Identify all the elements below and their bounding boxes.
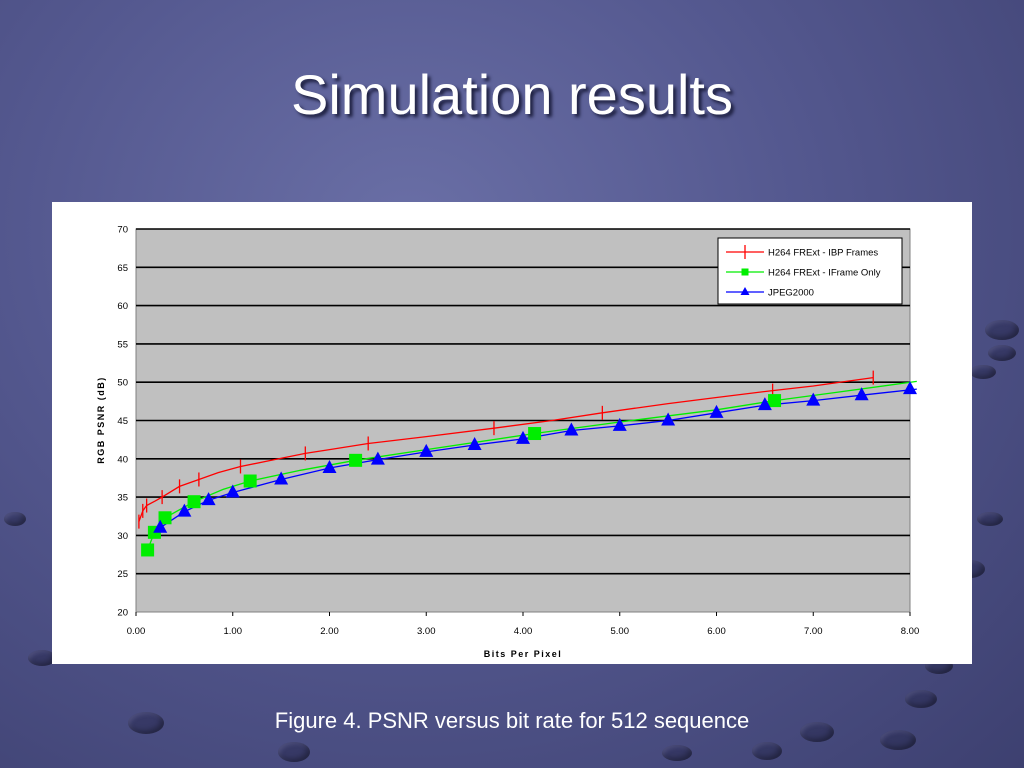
decor-bubble — [800, 722, 834, 742]
slide-title: Simulation results — [291, 63, 733, 126]
figure-caption: Figure 4. PSNR versus bit rate for 512 s… — [274, 708, 750, 733]
x-axis-title: Bits Per Pixel — [484, 649, 563, 659]
data-point-1 — [528, 427, 542, 441]
y-tick-label: 65 — [117, 263, 128, 274]
chart-legend: H264 FRExt - IBP Frames H264 FRExt - IFra… — [717, 237, 903, 305]
data-point-1 — [141, 543, 155, 557]
y-tick-label: 20 — [117, 608, 128, 619]
decor-bubble — [752, 742, 782, 760]
y-tick-label: 55 — [117, 339, 128, 350]
legend-marker — [740, 287, 750, 295]
data-point-1 — [187, 495, 201, 509]
legend-label: JPEG2000 — [768, 288, 814, 299]
decor-bubble — [880, 730, 916, 750]
y-tick-label: 35 — [117, 493, 128, 504]
data-point-2 — [274, 471, 289, 485]
data-point-2 — [177, 503, 192, 517]
data-point-1 — [243, 474, 257, 488]
x-tick-label: 4.00 — [514, 626, 533, 637]
legend-marker — [741, 268, 749, 276]
data-point-1 — [349, 453, 363, 467]
decor-bubble — [278, 742, 310, 762]
chart-panel: 20 25 30 35 40 45 50 55 60 65 70 0.00 1.00 2.00 3.00 4… — [52, 202, 972, 664]
legend-label: H264 FRExt - IBP Frames — [768, 248, 878, 259]
x-tick-label: 6.00 — [707, 626, 726, 637]
y-axis-title: RGB PSNR (dB) — [96, 376, 106, 464]
data-point-2 — [225, 484, 240, 498]
decor-bubble — [662, 745, 692, 761]
decor-bubble — [4, 512, 26, 526]
y-tick-label: 60 — [117, 301, 128, 312]
data-point-2 — [467, 437, 482, 451]
y-tick-label: 50 — [117, 378, 128, 389]
decor-bubble — [128, 712, 164, 734]
data-point-2 — [322, 459, 337, 473]
data-point-1 — [768, 394, 782, 408]
series-line-0 — [138, 376, 874, 522]
decor-bubble — [905, 690, 937, 708]
data-point-2 — [564, 422, 579, 436]
decor-bubble — [28, 650, 56, 666]
x-tick-label: 0.00 — [127, 626, 146, 637]
x-tick-label: 7.00 — [804, 626, 823, 637]
data-point-2 — [370, 451, 385, 465]
decor-bubble — [988, 345, 1016, 361]
x-tick-label: 5.00 — [611, 626, 630, 637]
psnr-chart: 20 25 30 35 40 45 50 55 60 65 70 0.00 1.00 2.00 3.00 4… — [96, 225, 920, 660]
legend-box — [717, 237, 903, 305]
data-point-2 — [516, 430, 530, 444]
data-point-2 — [661, 412, 676, 426]
x-tick-label: 1.00 — [224, 626, 243, 637]
data-point-2 — [757, 397, 772, 411]
y-tick-label: 25 — [117, 569, 128, 580]
data-point-2 — [201, 492, 216, 506]
decor-bubble — [970, 365, 996, 379]
x-tick-label: 8.00 — [901, 626, 920, 637]
data-point-2 — [709, 404, 724, 418]
x-tick-label: 2.00 — [320, 626, 339, 637]
y-tick-label: 45 — [117, 416, 128, 427]
y-tick-label: 30 — [117, 531, 128, 542]
data-point-2 — [854, 387, 869, 401]
legend-label: H264 FRExt - IFrame Only — [768, 268, 881, 279]
y-tick-label: 70 — [117, 225, 128, 236]
data-point-2 — [806, 392, 821, 406]
data-point-2 — [612, 417, 627, 431]
decor-bubble — [985, 320, 1019, 340]
data-point-2 — [153, 519, 168, 533]
y-tick-label: 40 — [117, 454, 128, 465]
decor-bubble — [977, 512, 1003, 526]
data-point-1 — [158, 511, 172, 525]
x-tick-label: 3.00 — [417, 626, 436, 637]
data-point-2 — [419, 443, 434, 457]
data-point-2 — [903, 381, 917, 395]
